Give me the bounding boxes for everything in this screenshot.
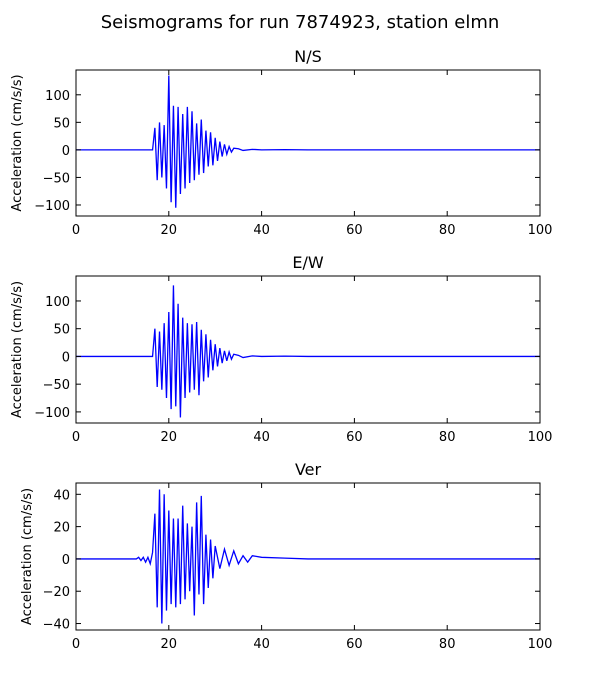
panel-2: Ver 0 20 40 60 80 100 −40 −20 0 20 40 Acceleration (… (20, 460, 552, 652)
panel-1: E/W 0 20 40 60 80 100 −100 −50 0 50 100 Acceleration… (10, 253, 552, 445)
y-tick-label: 0 (62, 144, 70, 159)
y-axis-label: Acceleration (cm/s/s) (10, 74, 25, 211)
series-line (76, 75, 540, 208)
axes-frame (75, 275, 541, 424)
x-tick-label: 0 (72, 430, 80, 445)
x-tick-label: 20 (161, 223, 178, 238)
y-tick-label: 50 (53, 116, 70, 131)
x-tick-label: 20 (161, 637, 178, 652)
x-tick-label: 60 (346, 223, 363, 238)
axes-frame (75, 482, 541, 631)
y-tick-label: 100 (45, 89, 70, 104)
x-tick-label: 100 (528, 430, 553, 445)
x-tick-label: 40 (253, 430, 270, 445)
x-tick-label: 80 (439, 637, 456, 652)
y-tick-label: −100 (34, 199, 70, 214)
x-tick-label: 60 (346, 430, 363, 445)
y-tick-label: −50 (43, 171, 70, 186)
panel-0: N/S 0 20 40 60 80 100 −100 −50 0 50 100 Acceleration… (10, 47, 552, 238)
panel-title: Ver (295, 460, 322, 479)
x-tick-label: 100 (528, 637, 553, 652)
y-tick-label: −50 (43, 378, 70, 393)
x-tick-label: 40 (253, 637, 270, 652)
x-tick-label: 100 (528, 223, 553, 238)
x-tick-label: 0 (72, 637, 80, 652)
x-tick-label: 60 (346, 637, 363, 652)
x-tick-label: 20 (161, 430, 178, 445)
series-line (76, 285, 540, 418)
panel-title: N/S (294, 47, 322, 66)
x-tick-label: 80 (439, 430, 456, 445)
x-tick-label: 40 (253, 223, 270, 238)
y-tick-label: 0 (62, 553, 70, 568)
panels: N/S 0 20 40 60 80 100 −100 −50 0 50 100 Acceleration… (10, 47, 552, 652)
y-tick-label: 100 (45, 295, 70, 310)
x-tick-label: 80 (439, 223, 456, 238)
figure-title: Seismograms for run 7874923, station elm… (101, 12, 500, 33)
y-tick-label: 0 (62, 350, 70, 365)
series-line (76, 489, 540, 624)
y-tick-label: −100 (34, 406, 70, 421)
y-tick-label: −20 (43, 585, 70, 600)
y-tick-label: 50 (53, 323, 70, 338)
y-axis-label: Acceleration (cm/s/s) (10, 281, 25, 418)
x-tick-label: 0 (72, 223, 80, 238)
panel-title: E/W (292, 253, 324, 272)
y-tick-label: 20 (53, 521, 70, 536)
axes-frame (75, 69, 541, 217)
y-tick-label: 40 (53, 488, 70, 503)
y-axis-label: Acceleration (cm/s/s) (20, 488, 35, 625)
y-tick-label: −40 (43, 618, 70, 633)
